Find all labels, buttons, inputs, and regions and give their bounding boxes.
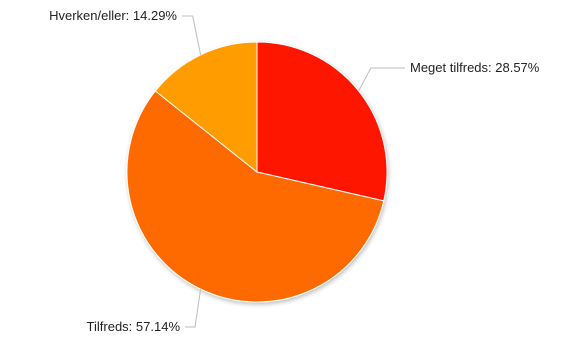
label-connector-meget-tilfreds	[358, 67, 405, 92]
pie-slice-hverken-eller[interactable]	[154, 41, 258, 174]
label-connectors	[182, 15, 405, 328]
label-connector-tilfreds	[185, 289, 202, 328]
data-labels: Meget tilfreds: 28.57% Tilfreds: 57.14% Hv…	[49, 8, 540, 334]
data-label-tilfreds: Tilfreds: 57.14%	[87, 319, 181, 334]
pie-slices	[126, 41, 388, 303]
label-connector-hverken-eller	[182, 15, 202, 55]
data-label-meget-tilfreds: Meget tilfreds: 28.57%	[410, 60, 540, 75]
pie-slice-meget-tilfreds[interactable]	[256, 41, 388, 202]
data-label-hverken-eller: Hverken/eller: 14.29%	[49, 8, 177, 23]
